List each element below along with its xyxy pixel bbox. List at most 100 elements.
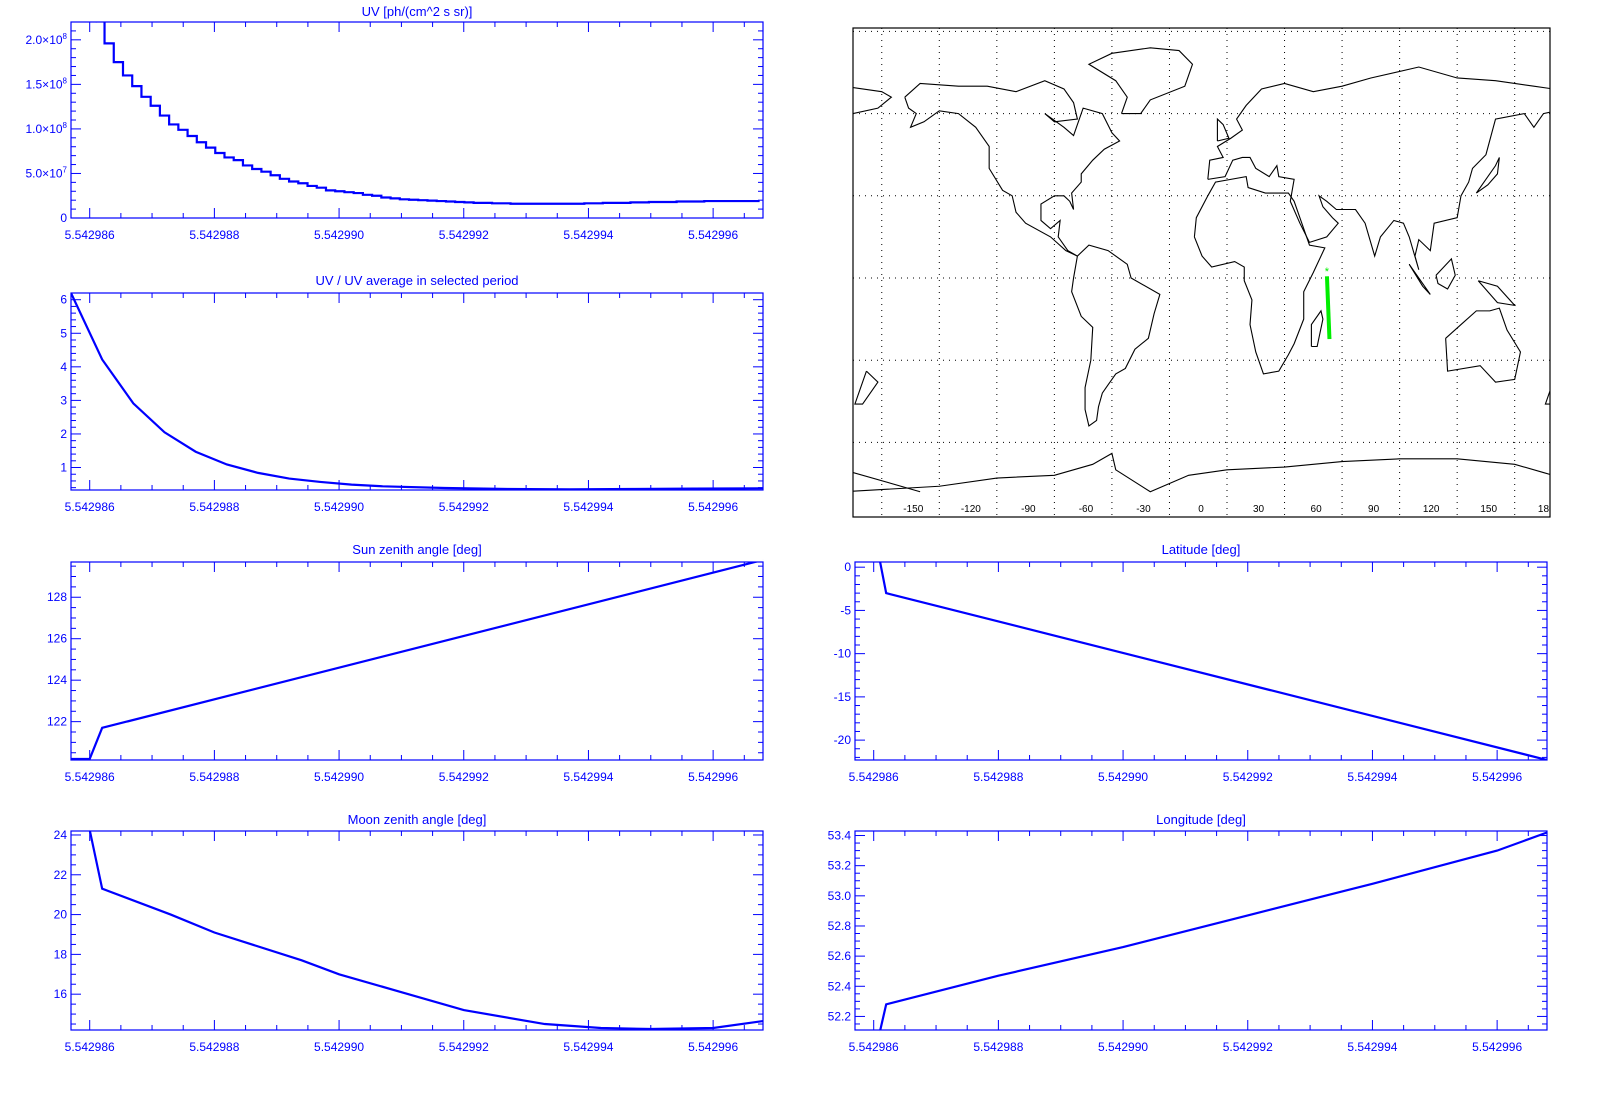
y-tick-label: 53.0 xyxy=(828,889,852,903)
x-tick-label: 5.542990 xyxy=(314,228,364,242)
x-tick-label: 5.542994 xyxy=(563,500,613,514)
track-start-marker: * xyxy=(1325,266,1330,278)
y-tick-label: 122 xyxy=(47,715,67,729)
x-tick-label: 5.542990 xyxy=(1098,770,1148,784)
coastline-britain xyxy=(527,119,539,141)
y-tick-label: -10 xyxy=(834,647,852,661)
y-tick-label: 1.0×108 xyxy=(26,121,68,136)
x-tick-label: 5.542992 xyxy=(439,228,489,242)
x-tick-label: 5.542986 xyxy=(65,1040,115,1054)
map-lon-labels: -150 -120 -90 -60 -30 0 30 60 90 120 150 180 xyxy=(903,504,1550,515)
x-tick-label: 5.542988 xyxy=(189,500,239,514)
coastline-new-guinea xyxy=(1477,280,1517,307)
longitude-label: -60 xyxy=(1079,504,1094,515)
longitude-label: -30 xyxy=(1136,504,1151,515)
x-tick-label: 5.542990 xyxy=(1098,1040,1148,1054)
x-tick-label: 5.542996 xyxy=(688,500,738,514)
x-tick-label: 5.542988 xyxy=(189,770,239,784)
x-tick-label: 5.542990 xyxy=(314,770,364,784)
y-tick-label: 5.0×107 xyxy=(26,165,68,180)
plot-frame xyxy=(70,21,764,219)
y-tick-label: 53.4 xyxy=(828,829,852,843)
chart-title: Moon zenith angle [deg] xyxy=(348,812,487,827)
data-series-line xyxy=(71,562,760,760)
x-tick-label: 5.542986 xyxy=(849,1040,899,1054)
y-tick-label: 124 xyxy=(47,673,67,687)
x-tick-label: 5.542994 xyxy=(1347,1040,1397,1054)
chart-title: Longitude [deg] xyxy=(1156,812,1246,827)
longitude-label: -120 xyxy=(961,504,981,515)
longitude-label: -150 xyxy=(903,504,923,515)
chart-title: Sun zenith angle [deg] xyxy=(352,542,481,557)
chart-title: Latitude [deg] xyxy=(1162,542,1241,557)
x-tick-label: 5.542990 xyxy=(314,500,364,514)
x-tick-label: 5.542996 xyxy=(688,1040,738,1054)
chart-title: UV [ph/(cm^2 s sr)] xyxy=(362,4,473,19)
coastline-sumatra xyxy=(1408,263,1431,295)
longitude-label: 90 xyxy=(1368,504,1380,515)
y-tick-label: 126 xyxy=(47,632,67,646)
y-tick-label: -15 xyxy=(834,690,852,704)
y-tick-exponent: 8 xyxy=(63,32,68,41)
y-tick-label: 22 xyxy=(54,868,68,882)
map-frame xyxy=(852,27,1551,518)
x-tick-label: 5.542986 xyxy=(849,770,899,784)
longitude-label: 150 xyxy=(1480,504,1497,515)
y-tick-exponent: 7 xyxy=(63,165,68,174)
coastline-eurasia xyxy=(1207,66,1550,270)
x-tick-label: 5.542992 xyxy=(1223,770,1273,784)
x-tick-label: 5.542986 xyxy=(65,500,115,514)
y-tick-label: 0 xyxy=(844,560,851,574)
y-tick-label: 2 xyxy=(60,427,67,441)
y-tick-label: 4 xyxy=(60,360,67,374)
longitude-label: 120 xyxy=(1423,504,1440,515)
coastline-madagascar xyxy=(621,311,633,347)
data-series-line xyxy=(879,831,1547,1030)
coastline-japan xyxy=(786,157,809,193)
x-tick-label: 5.542992 xyxy=(1223,1040,1273,1054)
x-tick-label: 5.542988 xyxy=(189,228,239,242)
coastline-africa xyxy=(1193,175,1326,375)
coastline-britain xyxy=(1216,117,1230,142)
plot-frame xyxy=(70,830,764,1031)
x-tick-label: 5.542992 xyxy=(439,770,489,784)
longitude-label: 60 xyxy=(1311,504,1323,515)
data-series-line xyxy=(71,831,763,1030)
coastline-new-zealand xyxy=(1544,389,1550,405)
coastline-sumatra xyxy=(719,264,740,294)
y-tick-label: 16 xyxy=(54,987,68,1001)
x-tick-label: 5.542988 xyxy=(973,770,1023,784)
x-tick-label: 5.542986 xyxy=(65,770,115,784)
y-tick-label: 3 xyxy=(60,393,67,407)
coastline-australia xyxy=(1445,307,1522,383)
coastline-new-zealand xyxy=(854,370,879,405)
x-tick-label: 5.542988 xyxy=(189,1040,239,1054)
x-tick-label: 5.542994 xyxy=(563,1040,613,1054)
x-tick-label: 5.542992 xyxy=(439,1040,489,1054)
plot-frame xyxy=(854,561,1548,761)
y-tick-label: 53.2 xyxy=(828,859,852,873)
x-tick-label: 5.542994 xyxy=(1347,770,1397,784)
y-tick-label: 128 xyxy=(47,590,67,604)
coastline-antarctica xyxy=(853,471,921,493)
chart-longitude: Longitude [deg] 5.542986 5.542988 5.542990 5… xyxy=(828,812,1548,1054)
coastline-borneo xyxy=(1435,257,1456,290)
x-tick-label: 5.542996 xyxy=(688,770,738,784)
y-tick-label: 52.2 xyxy=(828,1009,852,1023)
chart-uv-ratio: UV / UV average in selected period 5.5429… xyxy=(60,273,764,514)
x-tick-label: 5.542996 xyxy=(1472,1040,1522,1054)
plot-frame xyxy=(70,292,764,491)
chart-moon-zenith: Moon zenith angle [deg] 5.542986 5.542988 5… xyxy=(54,812,764,1054)
y-tick-label: 1 xyxy=(60,461,67,475)
y-tick-label: -5 xyxy=(840,603,851,617)
data-series-line xyxy=(855,562,1547,760)
coastline-borneo xyxy=(746,259,765,289)
y-tick-label: 5 xyxy=(60,326,67,340)
longitude-label: -90 xyxy=(1021,504,1036,515)
plot-frame xyxy=(70,561,764,761)
ground-track xyxy=(1324,276,1332,340)
x-tick-label: 5.542986 xyxy=(65,228,115,242)
y-tick-label: 24 xyxy=(54,828,68,842)
y-tick-label: 20 xyxy=(54,908,68,922)
